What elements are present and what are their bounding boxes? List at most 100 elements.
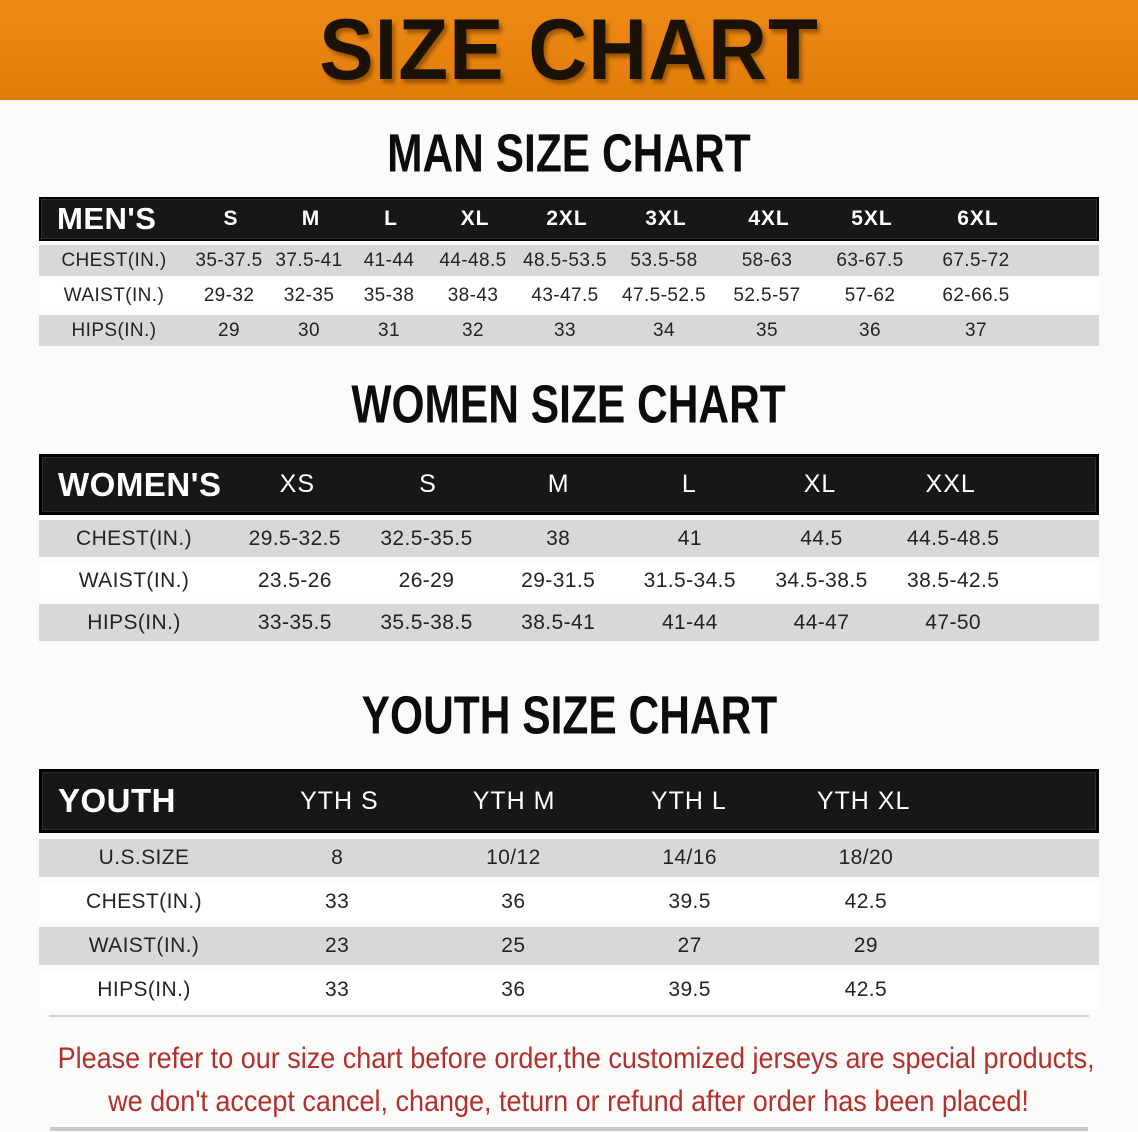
women-table-corner-label: WOMEN'S xyxy=(58,465,222,503)
row-label: U.S.SIZE xyxy=(98,846,190,869)
table-bottom-rule xyxy=(49,1015,1089,1017)
youth-section-heading: YOUTH SIZE CHART xyxy=(0,684,1138,746)
table-cell: 41-44 xyxy=(661,610,718,634)
size-column-header: XL xyxy=(803,470,837,498)
size-column-header: 5XL xyxy=(851,207,893,230)
table-cell: 34 xyxy=(653,319,675,341)
size-column-header: L xyxy=(681,470,697,498)
table-cell: 27 xyxy=(677,934,702,957)
table-cell: 41 xyxy=(677,526,702,550)
size-column-header: M xyxy=(301,207,321,230)
table-row-waist: WAIST(IN.) 23 25 27 29 xyxy=(39,927,1099,965)
row-label: WAIST(IN.) xyxy=(88,934,200,957)
table-cell: 58-63 xyxy=(741,249,793,271)
table-row-hips: HIPS(IN.) 33-35.5 35.5-38.5 38.5-41 41-4… xyxy=(39,604,1099,641)
table-cell: 23.5-26 xyxy=(257,568,332,592)
table-cell: 43-47.5 xyxy=(531,284,599,306)
row-label: HIPS(IN.) xyxy=(87,610,181,634)
table-cell: 36 xyxy=(859,319,881,341)
size-column-header: XL xyxy=(460,207,490,230)
table-cell: 32.5-35.5 xyxy=(380,526,473,550)
disclaimer: Please refer to our size chart before or… xyxy=(0,1037,1138,1123)
table-cell: 38.5-41 xyxy=(521,610,596,634)
size-column-header: YTH M xyxy=(472,786,556,815)
men-size-table: MEN'S S M L XL 2XL 3XL 4XL 5XL 6XL CHEST… xyxy=(39,197,1099,346)
table-cell: 37.5-41 xyxy=(275,249,343,271)
table-cell: 29-31.5 xyxy=(521,568,596,592)
banner: SIZE CHART xyxy=(0,0,1138,100)
page-bottom-rule xyxy=(50,1127,1088,1131)
table-cell: 35 xyxy=(756,319,778,341)
row-label: CHEST(IN.) xyxy=(76,526,192,550)
size-column-header: L xyxy=(384,207,398,230)
table-cell: 36 xyxy=(501,890,526,913)
table-row-chest: CHEST(IN.) 29.5-32.5 32.5-35.5 38 41 44.… xyxy=(39,520,1099,557)
table-cell: 47-50 xyxy=(925,610,982,634)
table-cell: 57-62 xyxy=(844,284,896,306)
table-cell: 44.5 xyxy=(800,526,843,550)
table-row-chest: CHEST(IN.) 33 36 39.5 42.5 xyxy=(39,883,1099,921)
table-cell: 18/20 xyxy=(838,846,894,869)
youth-table-header-row: YOUTH YTH S YTH M YTH L YTH XL xyxy=(39,769,1099,833)
table-row-waist: WAIST(IN.) 23.5-26 26-29 29-31.5 31.5-34… xyxy=(39,562,1099,599)
row-label: CHEST(IN.) xyxy=(61,249,167,271)
row-label: HIPS(IN.) xyxy=(97,978,191,1001)
banner-title: SIZE CHART xyxy=(319,2,819,98)
women-table-header-row: WOMEN'S XS S M L XL XXL xyxy=(39,454,1099,515)
table-cell: 63-67.5 xyxy=(836,249,904,271)
table-row-us-size: U.S.SIZE 8 10/12 14/16 18/20 xyxy=(39,839,1099,877)
disclaimer-line-1: Please refer to our size chart before or… xyxy=(57,1042,1095,1075)
table-cell: 33-35.5 xyxy=(257,610,332,634)
men-table-corner-label: MEN'S xyxy=(57,201,157,236)
table-cell: 35.5-38.5 xyxy=(380,610,473,634)
table-cell: 29-32 xyxy=(203,284,255,306)
table-cell: 39.5 xyxy=(668,890,711,913)
disclaimer-line-2: we don't accept cancel, change, teturn o… xyxy=(108,1085,1030,1118)
table-cell: 26-29 xyxy=(398,568,455,592)
table-cell: 35-37.5 xyxy=(195,249,263,271)
women-heading-text: WOMEN SIZE CHART xyxy=(351,373,787,435)
table-cell: 33 xyxy=(554,319,576,341)
youth-table-corner-label: YOUTH xyxy=(58,782,176,819)
size-column-header: YTH S xyxy=(300,786,379,815)
table-cell: 38-43 xyxy=(447,284,499,306)
table-cell: 36 xyxy=(501,978,526,1001)
table-cell: 41-44 xyxy=(363,249,415,271)
table-cell: 67.5-72 xyxy=(942,249,1010,271)
size-column-header: YTH XL xyxy=(816,786,911,815)
size-column-header: 2XL xyxy=(546,207,588,230)
table-cell: 29.5-32.5 xyxy=(248,526,341,550)
youth-size-table: YOUTH YTH S YTH M YTH L YTH XL U.S.SIZE … xyxy=(39,769,1099,1017)
table-cell: 31.5-34.5 xyxy=(643,568,736,592)
table-cell: 25 xyxy=(501,934,526,957)
table-cell: 44-48.5 xyxy=(439,249,507,271)
table-row-hips: HIPS(IN.) 29 30 31 32 33 34 35 36 37 xyxy=(39,315,1099,346)
table-cell: 14/16 xyxy=(662,846,717,869)
table-cell: 8 xyxy=(331,846,344,869)
size-column-header: XS xyxy=(279,470,315,498)
men-section-heading: MAN SIZE CHART xyxy=(0,126,1138,180)
row-label: WAIST(IN.) xyxy=(78,568,190,592)
table-row-chest: CHEST(IN.) 35-37.5 37.5-41 41-44 44-48.5… xyxy=(39,245,1099,276)
size-column-header: XXL xyxy=(925,470,976,498)
women-section-heading: WOMEN SIZE CHART xyxy=(0,373,1138,435)
size-column-header: 3XL xyxy=(645,207,687,230)
size-column-header: 6XL xyxy=(957,207,999,230)
table-row-waist: WAIST(IN.) 29-32 32-35 35-38 38-43 43-47… xyxy=(39,280,1099,311)
table-cell: 39.5 xyxy=(668,978,711,1001)
table-cell: 42.5 xyxy=(844,978,888,1001)
table-cell: 32-35 xyxy=(283,284,335,306)
table-cell: 29 xyxy=(853,934,878,957)
women-size-table: WOMEN'S XS S M L XL XXL CHEST(IN.) 29.5-… xyxy=(39,454,1099,641)
table-cell: 38.5-42.5 xyxy=(906,568,1000,592)
youth-heading-text: YOUTH SIZE CHART xyxy=(361,684,777,746)
table-cell: 23 xyxy=(325,934,350,957)
table-cell: 47.5-52.5 xyxy=(622,284,706,306)
size-column-header: S xyxy=(419,470,437,498)
size-column-header: M xyxy=(547,470,570,498)
size-column-header: YTH L xyxy=(650,786,727,815)
table-cell: 34.5-38.5 xyxy=(775,568,868,592)
table-cell: 38 xyxy=(546,526,571,550)
table-row-hips: HIPS(IN.) 33 36 39.5 42.5 xyxy=(39,971,1099,1009)
